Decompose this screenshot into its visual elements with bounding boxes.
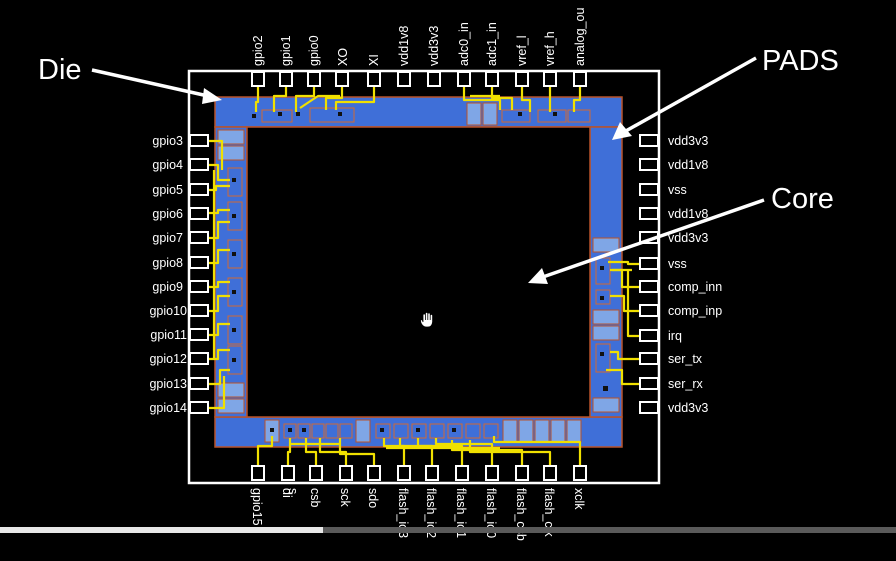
pin-label-top: XO — [336, 48, 350, 66]
pin-label-left: gpio11 — [150, 328, 187, 342]
pin-label-top: adc0_in — [457, 22, 471, 66]
pin-label-right: vss — [668, 183, 687, 197]
pin-label-left: gpio4 — [152, 158, 183, 172]
pin-label-right: vdd3v3 — [668, 231, 708, 245]
pin-label-left: gpio5 — [152, 183, 183, 197]
pads-label: PADS — [762, 45, 839, 77]
pin-label-right: ser_tx — [668, 352, 703, 366]
die-label: Die — [38, 54, 82, 86]
pin-label-right: irq — [668, 329, 682, 343]
pin-label-top: gpio1 — [279, 35, 293, 66]
pin-label-top: analog_ou — [573, 8, 587, 66]
bond-pads — [189, 71, 659, 481]
video-progress-fill — [0, 527, 323, 533]
pins-right: vdd3v3 vdd1v8 vss vdd1v8 vdd3v3 vss comp… — [668, 134, 722, 415]
pin-label-left: gpio9 — [152, 280, 183, 294]
via-dots — [232, 112, 608, 432]
pin-label-top: vdd1v8 — [397, 26, 411, 66]
pin-label-bottom: sdo — [366, 488, 380, 508]
pin-label-left: gpio3 — [152, 134, 183, 148]
pin-label-top: XI — [367, 54, 381, 66]
pin-label-right: vss — [668, 257, 687, 271]
pin-label-bottom: flash_io1 — [454, 488, 468, 538]
pin-label-right: vdd3v3 — [668, 401, 708, 415]
die-outline — [187, 69, 661, 485]
pin-label-left: gpio10 — [149, 304, 187, 318]
pins-left: gpio3 gpio4 gpio5 gpio6 gpio7 gpio8 gpio… — [149, 134, 187, 415]
pin-label-right: comp_inn — [668, 280, 722, 294]
pin-label-left: gpio7 — [152, 231, 183, 245]
hand-cursor-icon — [420, 311, 433, 328]
pin-label-right: vdd1v8 — [668, 207, 708, 221]
pin-label-bottom: flash_io0 — [484, 488, 498, 538]
pin-label-top: adc1_in — [485, 22, 499, 66]
pin-label-left: gpio6 — [152, 207, 183, 221]
core-label: Core — [771, 183, 834, 215]
pin-label-bottom: sck — [338, 488, 352, 508]
pin-label-bottom: csb — [308, 488, 322, 508]
pin-label-left: gpio8 — [152, 256, 183, 270]
pins-top: gpio2 gpio1 gpio0 XO XI vdd1v8 vdd3v3 ad… — [251, 8, 587, 66]
pin-label-right: comp_inp — [668, 304, 722, 318]
pin-label-top: gpio0 — [307, 35, 321, 66]
core-area — [246, 126, 591, 418]
pin-label-bottom: flash_io2 — [424, 488, 438, 538]
pin-label-top: vref_l — [515, 35, 529, 66]
video-progress-bar[interactable] — [0, 527, 896, 533]
pin-label-right: vdd1v8 — [668, 158, 708, 172]
pin-label-top: gpio2 — [251, 35, 265, 66]
pin-label-right: ser_rx — [668, 377, 703, 391]
pin-label-bottom: di — [280, 488, 294, 498]
pin-label-right: vdd3v3 — [668, 134, 708, 148]
pin-label-bottom: flash_clk — [542, 488, 556, 537]
pin-label-left: gpio14 — [149, 401, 187, 415]
pin-label-bottom: xclk — [572, 488, 586, 510]
pin-label-left: gpio12 — [149, 352, 187, 366]
callout-arrows — [91, 56, 765, 284]
pin-label-top: vdd3v3 — [427, 26, 441, 66]
bond-wires — [208, 86, 640, 466]
pin-label-bottom: gpio15 — [250, 488, 264, 526]
pin-label-bottom: s — [286, 488, 300, 494]
pin-label-top: vref_h — [543, 31, 557, 66]
pin-label-bottom: flash_io3 — [396, 488, 410, 538]
pin-label-left: gpio13 — [149, 377, 187, 391]
